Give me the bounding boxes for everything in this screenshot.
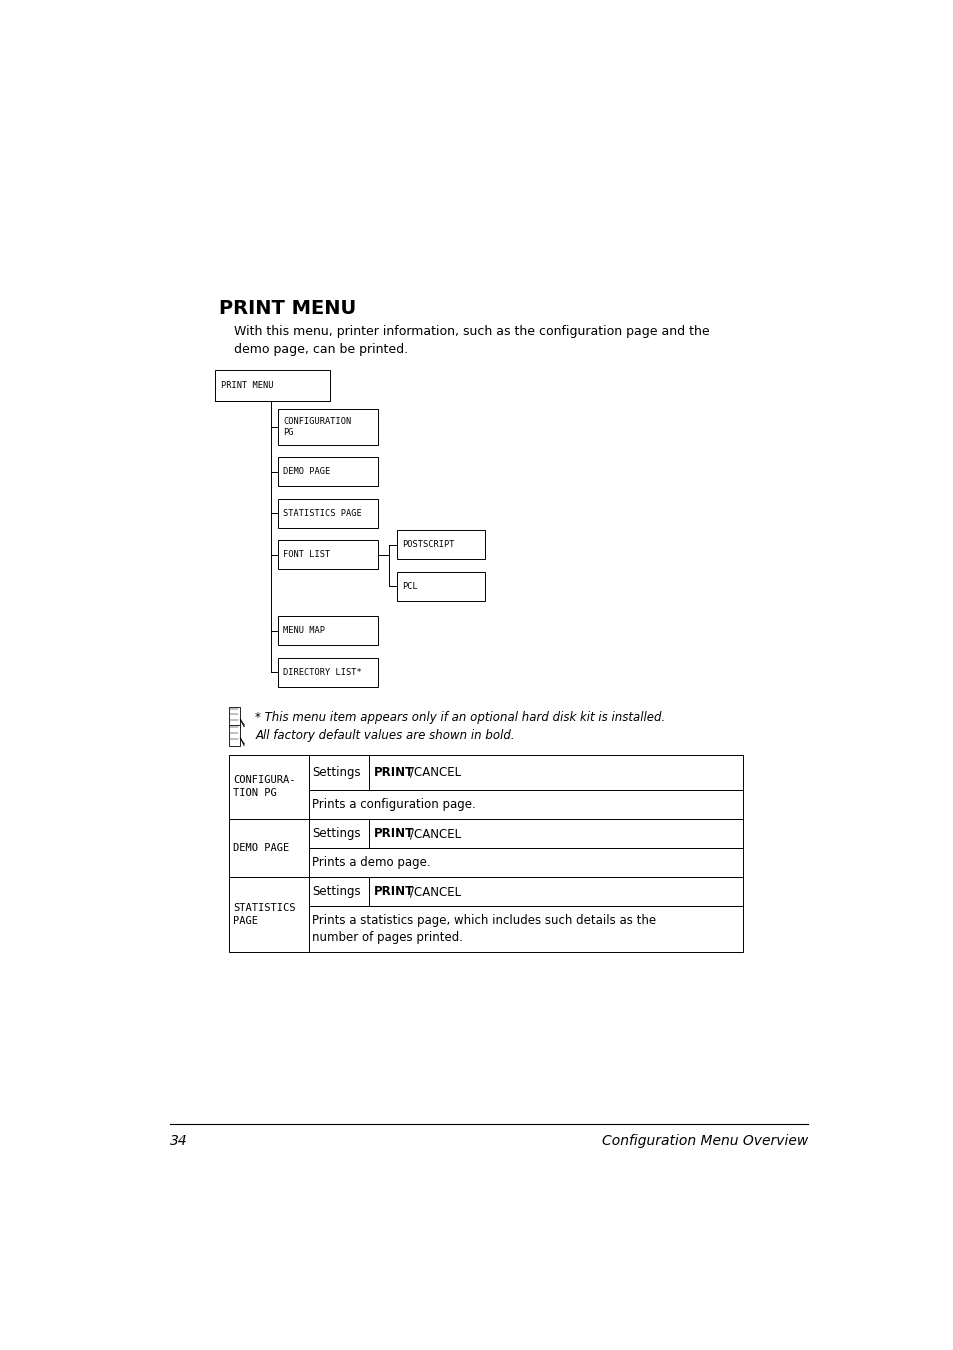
Text: PRINT: PRINT [374,886,415,898]
FancyBboxPatch shape [229,706,240,728]
Text: PRINT: PRINT [374,765,415,779]
FancyBboxPatch shape [396,571,485,601]
Text: PRINT: PRINT [374,828,415,840]
Text: /CANCEL: /CANCEL [410,886,460,898]
Text: Settings: Settings [312,828,360,840]
FancyBboxPatch shape [308,906,741,952]
Text: * This menu item appears only if an optional hard disk kit is installed.: * This menu item appears only if an opti… [255,710,665,724]
FancyBboxPatch shape [278,657,377,687]
FancyBboxPatch shape [278,616,377,645]
FancyBboxPatch shape [229,755,308,819]
Text: DIRECTORY LIST*: DIRECTORY LIST* [283,668,362,676]
Text: /CANCEL: /CANCEL [410,765,460,779]
FancyBboxPatch shape [229,819,308,878]
Text: Settings: Settings [312,765,360,779]
Text: MENU MAP: MENU MAP [283,626,325,636]
Text: FONT LIST: FONT LIST [283,551,331,559]
Text: Configuration Menu Overview: Configuration Menu Overview [601,1134,807,1148]
Text: With this menu, printer information, such as the configuration page and the
demo: With this menu, printer information, suc… [233,325,709,356]
Text: STATISTICS
PAGE: STATISTICS PAGE [233,903,295,926]
FancyBboxPatch shape [396,531,485,559]
Text: 34: 34 [170,1134,187,1148]
Text: PRINT MENU: PRINT MENU [220,381,273,390]
FancyBboxPatch shape [229,725,240,747]
FancyBboxPatch shape [229,878,308,952]
FancyBboxPatch shape [278,498,377,528]
FancyBboxPatch shape [308,848,741,878]
FancyBboxPatch shape [278,409,377,444]
Text: PCL: PCL [401,582,417,590]
FancyBboxPatch shape [278,540,377,570]
Text: All factory default values are shown in bold.: All factory default values are shown in … [255,729,515,742]
FancyBboxPatch shape [215,370,330,401]
FancyBboxPatch shape [308,819,741,848]
Text: DEMO PAGE: DEMO PAGE [283,467,331,477]
Text: CONFIGURATION
PG: CONFIGURATION PG [283,417,352,437]
Text: Prints a statistics page, which includes such details as the
number of pages pri: Prints a statistics page, which includes… [312,914,656,944]
FancyBboxPatch shape [308,755,741,790]
Text: Prints a configuration page.: Prints a configuration page. [312,798,476,811]
Text: /CANCEL: /CANCEL [410,828,460,840]
FancyBboxPatch shape [308,790,741,819]
Text: STATISTICS PAGE: STATISTICS PAGE [283,509,362,518]
Text: Settings: Settings [312,886,360,898]
Text: CONFIGURA-
TION PG: CONFIGURA- TION PG [233,775,295,798]
FancyBboxPatch shape [308,878,741,906]
Text: Prints a demo page.: Prints a demo page. [312,856,431,869]
Text: POSTSCRIPT: POSTSCRIPT [401,540,454,549]
Text: PRINT MENU: PRINT MENU [219,300,355,319]
FancyBboxPatch shape [278,458,377,486]
Text: DEMO PAGE: DEMO PAGE [233,842,289,853]
